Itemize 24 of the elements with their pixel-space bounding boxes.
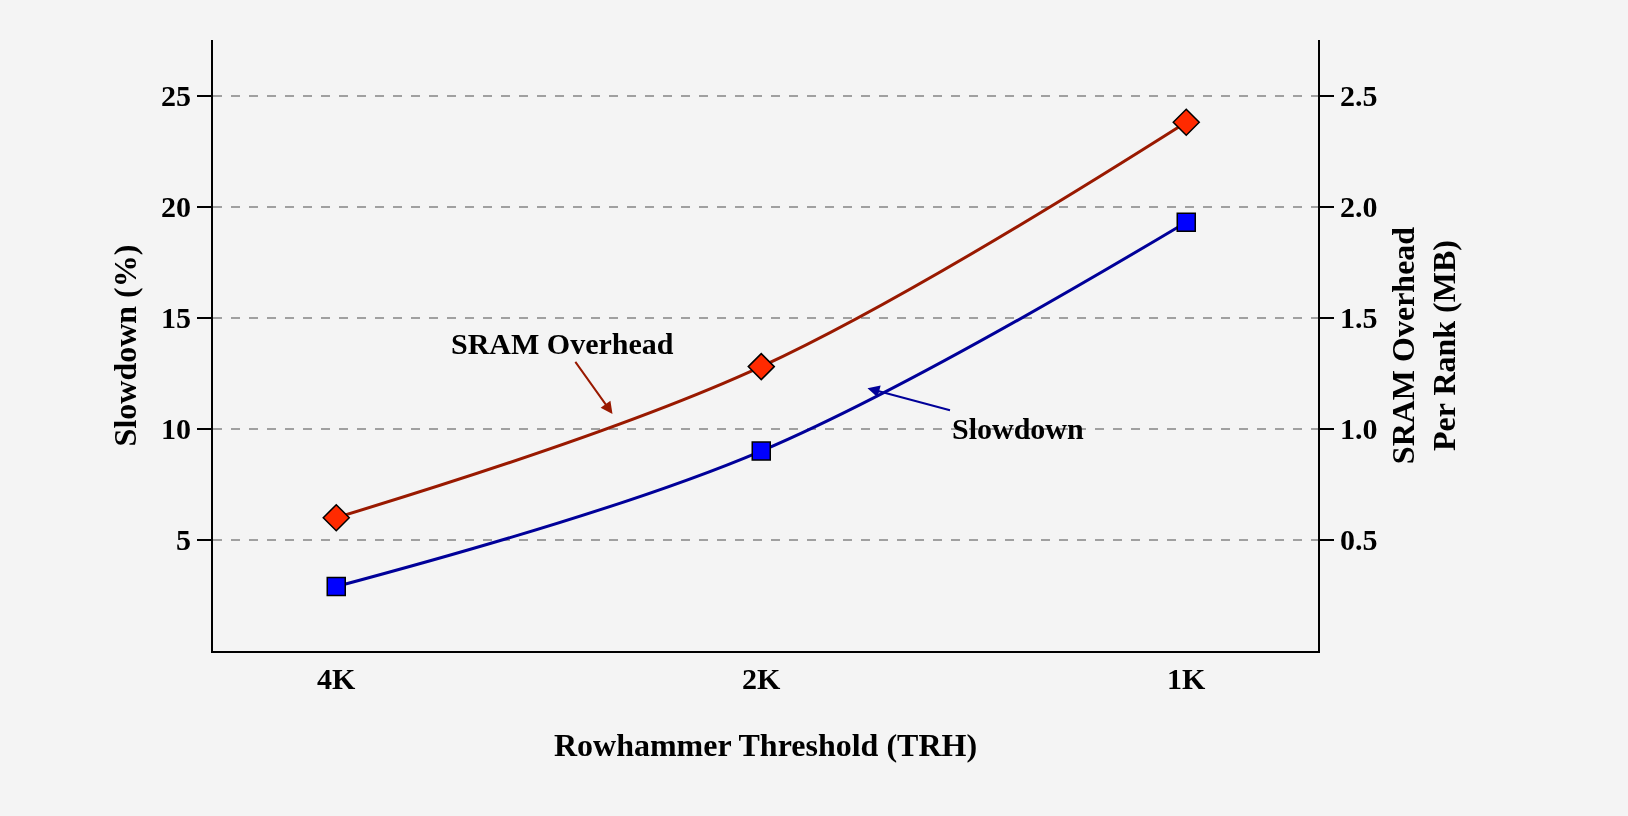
point xyxy=(326,576,346,597)
y2-tick-label: 2.5 xyxy=(1340,79,1378,113)
y-tick-label: 20 xyxy=(161,190,191,224)
y-tick-label: 15 xyxy=(161,301,191,335)
point xyxy=(1172,108,1200,136)
y2-tick-label: 0.5 xyxy=(1340,523,1378,557)
x-axis-title: Rowhammer Threshold (TRH) xyxy=(553,727,978,764)
point xyxy=(322,503,350,532)
x-tick-label: 1K xyxy=(1167,662,1207,695)
y2-axis-title: SRAM Overhead Per Rank (MB) xyxy=(1384,226,1463,465)
y-tick-label: 5 xyxy=(176,523,191,557)
series-label: SRAM Overhead xyxy=(451,327,674,360)
y2-tick-label: 2.0 xyxy=(1340,190,1378,224)
y-axis-title: Slowdown (%) xyxy=(106,244,143,447)
point xyxy=(1176,212,1196,232)
x-tick-label: 2K xyxy=(742,662,782,695)
x-tick-label: 4K xyxy=(317,662,357,695)
point xyxy=(747,352,775,381)
y-tick-label: 25 xyxy=(161,79,191,113)
y2-tick-label: 1.0 xyxy=(1340,412,1378,446)
y2-tick-label: 1.5 xyxy=(1340,301,1378,335)
series-label: Slowdown xyxy=(952,412,1085,445)
point xyxy=(751,441,771,461)
y-tick-label: 10 xyxy=(161,412,191,446)
